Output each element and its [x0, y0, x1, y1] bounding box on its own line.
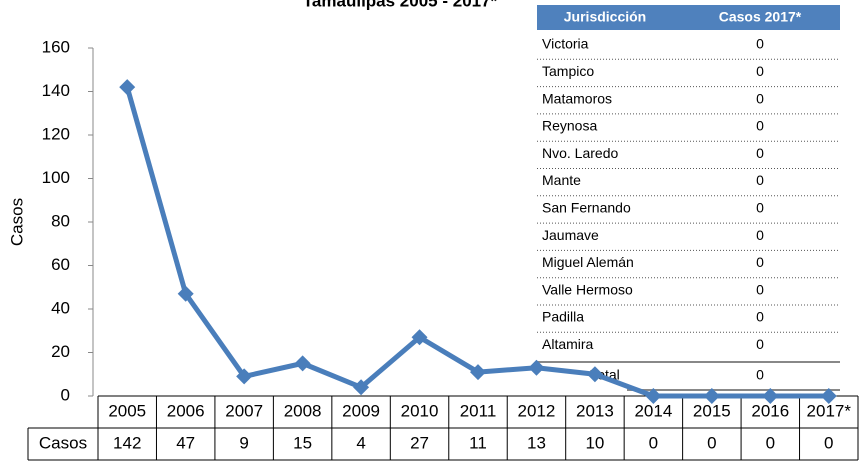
x-tick-label: 2011: [460, 401, 497, 420]
table-cell: 0: [756, 145, 764, 161]
y-tick-label: 80: [51, 211, 70, 230]
y-tick-label: 140: [42, 81, 70, 100]
data-table-value: 142: [113, 433, 141, 452]
x-tick-label: 2017*: [807, 401, 852, 420]
data-table-value: 13: [527, 433, 546, 452]
x-tick-label: 2008: [284, 401, 322, 420]
x-tick-label: 2013: [576, 401, 614, 420]
y-tick-label: 160: [42, 37, 70, 56]
series-name: Casos: [39, 433, 87, 452]
table-cell: Jaumave: [542, 227, 599, 243]
table-cell: Nvo. Laredo: [542, 145, 618, 161]
data-table-value: 4: [356, 433, 365, 452]
table-header: [537, 5, 840, 30]
table-cell: 0: [756, 63, 764, 79]
x-tick-label: 2015: [693, 401, 731, 420]
data-point: [177, 285, 194, 302]
data-point: [762, 388, 779, 404]
data-table-value: 11: [469, 433, 487, 452]
table-cell: 0: [756, 118, 764, 134]
table-cell: 0: [756, 367, 764, 383]
table-cell: Valle Hermoso: [542, 281, 633, 297]
data-table-value: 9: [239, 433, 248, 452]
data-point: [703, 388, 720, 404]
table-cell: Reynosa: [542, 118, 597, 134]
data-point: [294, 355, 311, 372]
y-tick-label: 120: [42, 124, 70, 143]
data-point: [528, 359, 545, 376]
chart-title: Tamaulipas 2005 - 2017*: [303, 0, 498, 10]
data-table-value: 0: [766, 433, 775, 452]
table-cell: Victoria: [542, 36, 589, 52]
y-tick-label: 60: [51, 255, 70, 274]
table-cell: 0: [756, 281, 764, 297]
data-point: [411, 329, 428, 346]
x-tick-label: 2006: [167, 401, 205, 420]
y-tick-label: 20: [51, 342, 70, 361]
data-point: [820, 388, 837, 404]
table-cell: Miguel Alemán: [542, 254, 634, 270]
table-background: [537, 30, 840, 392]
table-cell: 0: [756, 254, 764, 270]
table-cell: 0: [756, 200, 764, 216]
data-table-value: 15: [293, 433, 312, 452]
x-tick-label: 2007: [225, 401, 263, 420]
table-cell: Tampico: [542, 63, 594, 79]
x-tick-label: 2010: [401, 401, 439, 420]
x-tick-label: 2009: [342, 401, 380, 420]
data-table-value: 0: [649, 433, 658, 452]
x-tick-label: 2016: [751, 401, 789, 420]
table-cell: Padilla: [542, 309, 584, 325]
data-point: [119, 79, 136, 96]
y-tick-label: 100: [42, 168, 70, 187]
data-table-value: 0: [707, 433, 716, 452]
data-table-value: 0: [824, 433, 833, 452]
y-axis-label: Casos: [7, 198, 26, 246]
y-tick-label: 0: [61, 385, 70, 404]
table-cell: 0: [756, 336, 764, 352]
table-cell: 0: [756, 309, 764, 325]
data-table-value: 47: [176, 433, 195, 452]
table-cell: 0: [756, 227, 764, 243]
table-cell: Mante: [542, 172, 581, 188]
x-tick-label: 2012: [518, 401, 556, 420]
data-table-value: 10: [585, 433, 604, 452]
data-point: [236, 368, 253, 385]
data-point: [353, 379, 370, 396]
table-header-cell: Casos 2017*: [719, 9, 802, 25]
y-tick-label: 40: [51, 298, 70, 317]
table-cell: Matamoros: [542, 90, 612, 106]
table-header-cell: Jurisdicción: [564, 9, 646, 25]
table-cell: San Fernando: [542, 200, 631, 216]
table-cell: 0: [756, 172, 764, 188]
data-point: [470, 364, 486, 381]
data-point: [645, 388, 662, 404]
x-tick-label: 2005: [108, 401, 146, 420]
data-table-value: 27: [410, 433, 429, 452]
table-cell: 0: [756, 90, 764, 106]
x-tick-label: 2014: [634, 401, 672, 420]
table-cell: 0: [756, 36, 764, 52]
data-point: [586, 366, 603, 383]
table-cell: Altamira: [542, 336, 594, 352]
